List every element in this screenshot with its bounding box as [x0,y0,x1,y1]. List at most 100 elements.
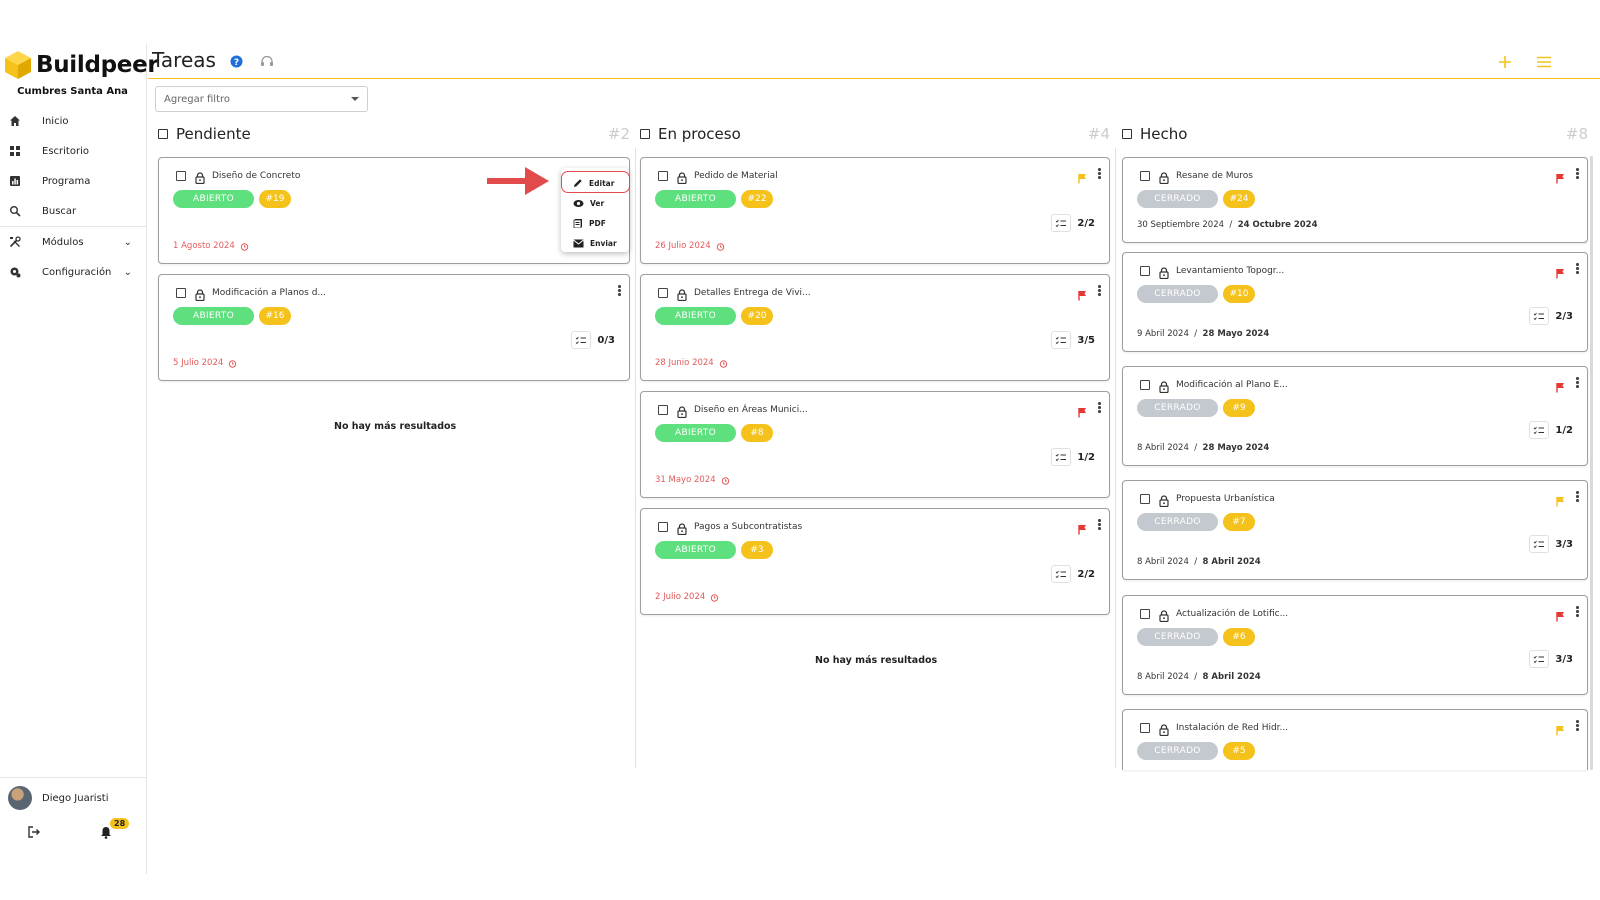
task-card[interactable]: Detalles Entrega de Vivi... ABIERTO #20 … [640,274,1110,381]
more-options-icon[interactable] [618,285,621,297]
card-checkbox[interactable] [176,288,186,298]
checklist-icon [1529,421,1550,439]
due-date: 26 Julio 2024 [655,241,725,251]
alarm-icon [240,242,249,251]
sidebar-item-escritorio[interactable]: Escritorio [0,136,146,166]
checklist-progress: 2/2 [1051,214,1095,232]
due-date-text: 1 Agosto 2024 [173,241,235,251]
sidebar-item-label: Escritorio [42,145,89,157]
more-options-icon[interactable] [1576,377,1579,389]
user-name: Diego Juaristi [42,792,109,804]
alarm-icon [711,593,719,602]
alarm-icon [719,359,727,368]
app-root: Buildpeer Cumbres Santa Ana Inicio Escri… [0,44,1600,874]
more-options-icon[interactable] [1576,720,1579,732]
checklist-progress: 3/3 [1529,535,1573,553]
more-options-icon[interactable] [1098,168,1101,180]
sidebar-item-modulos[interactable]: Módulos ⌄ [0,227,146,257]
task-number-badge: #8 [741,424,773,442]
end-date: 28 Mayo 2024 [1202,329,1270,339]
filter-select[interactable]: Agregar filtro [155,86,368,112]
card-checkbox[interactable] [1140,609,1150,619]
sidebar-item-buscar[interactable]: Buscar [0,196,146,226]
task-card[interactable]: Modificación a Planos d... ABIERTO #16 0… [158,274,630,381]
due-date-text: 2 Julio 2024 [655,592,706,602]
due-date-text: 5 Julio 2024 [173,358,224,368]
flag-icon [1556,721,1565,740]
column-checkbox[interactable] [640,129,650,139]
chevron-down-icon: ⌄ [123,266,132,278]
task-card[interactable]: Diseño de Concreto ABIERTO #19 1 Agosto … [158,157,630,264]
alarm-icon [229,359,237,368]
more-options-icon[interactable] [1576,168,1579,180]
task-card[interactable]: Propuesta Urbanística CERRADO #7 3/3 8 A… [1122,480,1588,580]
task-card[interactable]: Pagos a Subcontratistas ABIERTO #3 2/2 2… [640,508,1110,615]
task-card[interactable]: Instalación de Red Hidr... CERRADO #5 [1122,709,1588,770]
help-icon[interactable]: ? [230,53,243,72]
card-checkbox[interactable] [1140,171,1150,181]
flag-icon [1078,286,1087,305]
due-date: 28 Junio 2024 [655,358,728,368]
menu-item-editar[interactable]: Editar [561,173,629,193]
card-checkbox[interactable] [1140,266,1150,276]
checklist-value: 3/5 [1077,334,1095,346]
card-title: Actualización de Lotific... [1176,609,1289,619]
checklist-progress: 1/2 [1051,448,1095,466]
lock-icon [677,520,687,539]
menu-item-enviar[interactable]: Enviar [561,233,629,253]
flag-icon [1556,492,1565,511]
card-checkbox[interactable] [658,288,668,298]
card-checkbox[interactable] [658,522,668,532]
nav-divider [0,226,146,227]
task-card[interactable]: Resane de Muros CERRADO #24 30 Septiembr… [1122,157,1588,243]
svg-text:?: ? [234,58,239,68]
checklist-progress: 3/5 [1051,331,1095,349]
sidebar-item-programa[interactable]: Programa [0,166,146,196]
sidebar-item-inicio[interactable]: Inicio [0,106,146,136]
column-checkbox[interactable] [158,129,168,139]
menu-item-ver[interactable]: Ver [561,193,629,213]
task-card[interactable]: Levantamiento Topogr... CERRADO #10 2/3 … [1122,252,1588,352]
end-date: 8 Abril 2024 [1202,557,1261,567]
card-checkbox[interactable] [1140,723,1150,733]
checklist-icon [1051,331,1072,349]
task-card[interactable]: Modificación al Plano E... CERRADO #9 1/… [1122,366,1588,466]
alarm-icon [721,476,729,485]
card-checkbox[interactable] [658,171,668,181]
add-icon[interactable] [1498,50,1512,74]
more-options-icon[interactable] [1576,606,1579,618]
support-icon[interactable] [260,53,274,72]
status-badge: ABIERTO [173,190,254,208]
user-panel: Diego Juaristi 28 [0,777,146,852]
date-range: 9 Abril 2024 / 28 Mayo 2024 [1137,329,1270,339]
task-card[interactable]: Pedido de Material ABIERTO #22 2/2 26 Ju… [640,157,1110,264]
date-range: 30 Septiembre 2024 / 24 Octubre 2024 [1137,220,1318,230]
task-number-badge: #9 [1223,399,1255,417]
menu-item-pdf[interactable]: PDF [561,213,629,233]
more-options-icon[interactable] [1576,491,1579,503]
menu-icon[interactable] [1536,53,1552,72]
card-checkbox[interactable] [1140,380,1150,390]
task-number-badge: #3 [741,541,773,559]
card-checkbox[interactable] [1140,494,1150,504]
logo[interactable]: Buildpeer [4,50,159,80]
lock-icon [1159,264,1169,283]
bell-icon[interactable] [100,824,112,843]
sidebar-item-configuracion[interactable]: Configuración ⌄ [0,257,146,287]
lock-icon [195,169,205,188]
task-card[interactable]: Actualización de Lotific... CERRADO #6 3… [1122,595,1588,695]
brand-name: Buildpeer [36,52,159,78]
more-options-icon[interactable] [1098,285,1101,297]
more-options-icon[interactable] [1576,263,1579,275]
user-profile[interactable]: Diego Juaristi [0,786,146,810]
pencil-icon [574,179,582,187]
task-card[interactable]: Diseño en Áreas Munici... ABIERTO #8 1/2… [640,391,1110,498]
checklist-progress: 3/3 [1529,650,1573,668]
logout-icon[interactable] [27,824,41,843]
card-checkbox[interactable] [176,171,186,181]
more-options-icon[interactable] [1098,519,1101,531]
scrollbar[interactable] [1590,156,1593,770]
column-checkbox[interactable] [1122,129,1132,139]
more-options-icon[interactable] [1098,402,1101,414]
card-checkbox[interactable] [658,405,668,415]
